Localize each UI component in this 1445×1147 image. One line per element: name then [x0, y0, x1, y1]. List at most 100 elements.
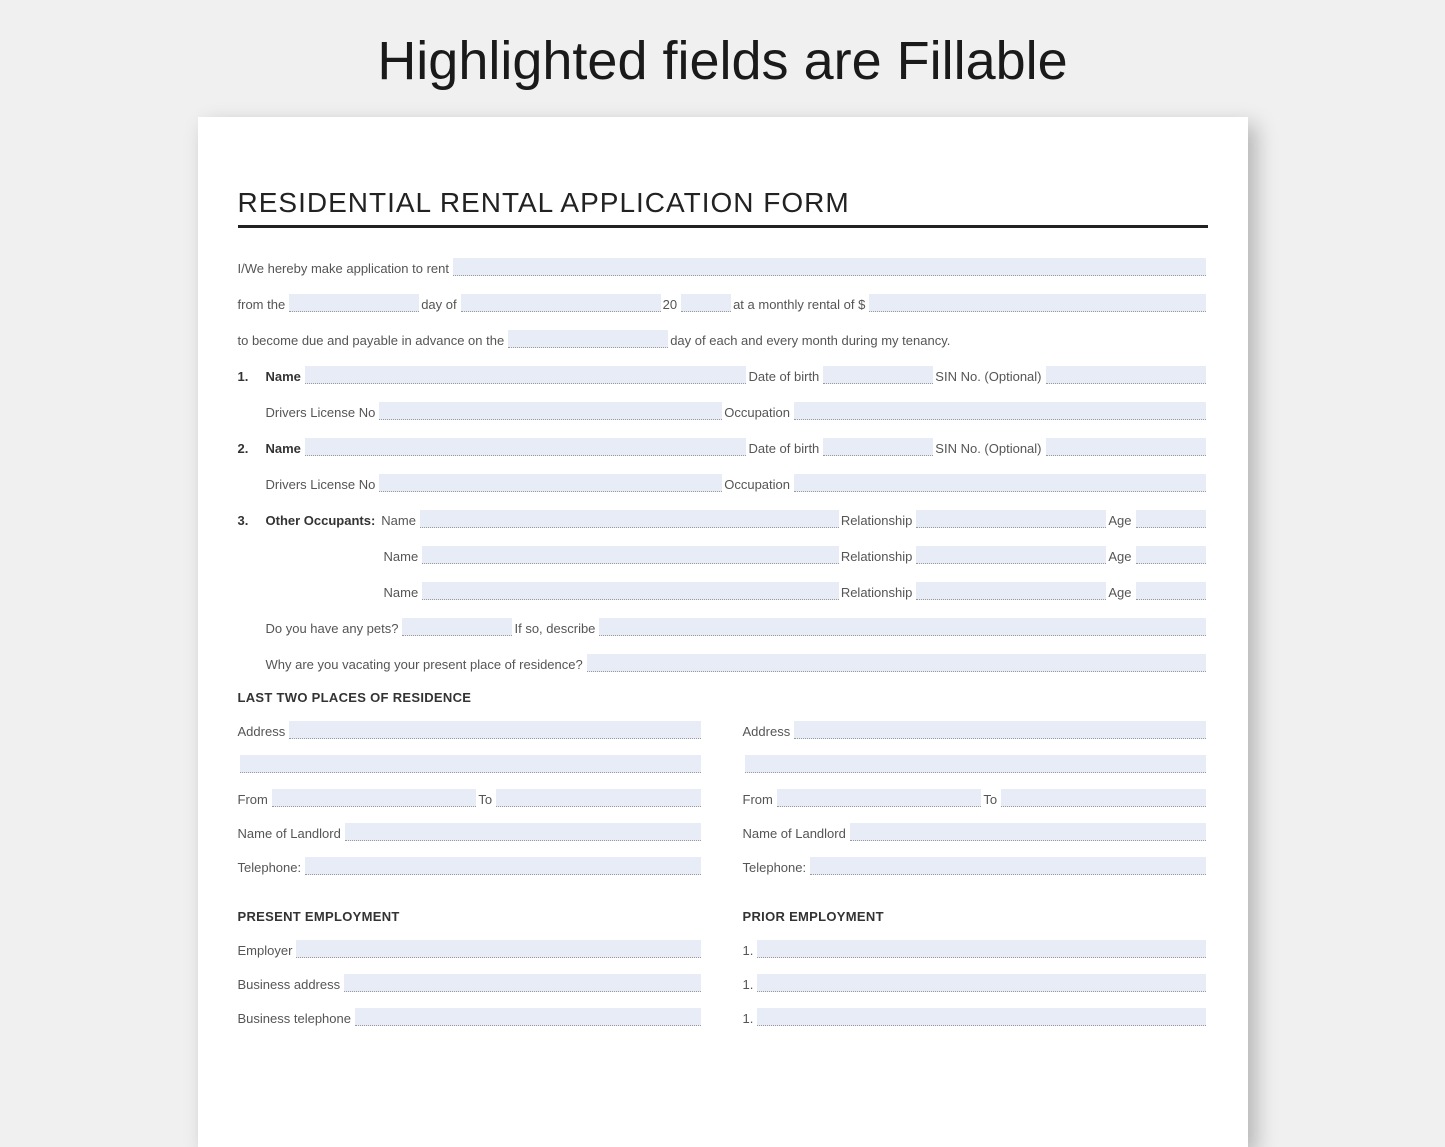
residence-col-2: Address FromTo Name of Landlord Telephon…	[743, 721, 1208, 891]
label-occ2-age: Age	[1108, 549, 1133, 564]
field-rental-amount[interactable]	[869, 294, 1205, 312]
field-month[interactable]	[461, 294, 661, 312]
field-r2-landlord[interactable]	[850, 823, 1206, 841]
person1-line1: 1. Name Date of birth SIN No. (Optional)	[238, 366, 1208, 384]
label-occ1-age: Age	[1108, 513, 1133, 528]
label-application-to-rent: I/We hereby make application to rent	[238, 261, 452, 276]
label-prior-1b: 1.	[743, 977, 756, 992]
field-p1-name[interactable]	[305, 366, 747, 384]
field-emp-baddr[interactable]	[344, 974, 700, 992]
field-p1-sin[interactable]	[1046, 366, 1206, 384]
field-p2-dob[interactable]	[823, 438, 933, 456]
field-p2-dl[interactable]	[379, 474, 722, 492]
label-p1-sin: SIN No. (Optional)	[935, 369, 1043, 384]
field-p1-occ[interactable]	[794, 402, 1206, 420]
occupants-line2: Name Relationship Age	[238, 546, 1208, 564]
field-p2-occ[interactable]	[794, 474, 1206, 492]
field-occ1-age[interactable]	[1136, 510, 1206, 528]
section-present-employment: PRESENT EMPLOYMENT	[238, 909, 703, 924]
label-p2-dl: Drivers License No	[266, 477, 378, 492]
field-from-day[interactable]	[289, 294, 419, 312]
field-occ3-age[interactable]	[1136, 582, 1206, 600]
field-p1-dob[interactable]	[823, 366, 933, 384]
banner-heading: Highlighted fields are Fillable	[0, 0, 1445, 117]
field-occ1-rel[interactable]	[916, 510, 1106, 528]
field-year[interactable]	[681, 294, 731, 312]
intro-line-1: I/We hereby make application to rent	[238, 258, 1208, 276]
person2-line1: 2. Name Date of birth SIN No. (Optional)	[238, 438, 1208, 456]
field-property[interactable]	[453, 258, 1206, 276]
section-residence: LAST TWO PLACES OF RESIDENCE	[238, 690, 1208, 705]
field-r2-addr[interactable]	[794, 721, 1205, 739]
label-occ2-rel: Relationship	[841, 549, 915, 564]
field-prior-1b[interactable]	[757, 974, 1205, 992]
label-occ3-age: Age	[1108, 585, 1133, 600]
label-r1-tel: Telephone:	[238, 860, 304, 875]
label-other-occupants: Other Occupants:	[266, 513, 378, 528]
label-occ3-rel: Relationship	[841, 585, 915, 600]
field-r1-from[interactable]	[272, 789, 476, 807]
residence-columns: Address From To Name of Landlord Telephon…	[238, 721, 1208, 891]
field-occ2-rel[interactable]	[916, 546, 1106, 564]
label-occ2-name: Name	[384, 549, 421, 564]
field-p1-dl[interactable]	[379, 402, 722, 420]
residence-col-1: Address From To Name of Landlord Telephon…	[238, 721, 703, 891]
label-prior-1c: 1.	[743, 1011, 756, 1026]
label-rental-of: at a monthly rental of $	[733, 297, 867, 312]
field-occ2-name[interactable]	[422, 546, 839, 564]
form-title: RESIDENTIAL RENTAL APPLICATION FORM	[238, 187, 1208, 228]
label-p1-occ: Occupation	[724, 405, 792, 420]
intro-line-2: from the day of 20 at a monthly rental o…	[238, 294, 1208, 312]
label-r1-from: From	[238, 792, 270, 807]
section-prior-employment: PRIOR EMPLOYMENT	[743, 909, 1208, 924]
employment-col-present: PRESENT EMPLOYMENT Employer Business add…	[238, 897, 703, 1042]
field-prior-1a[interactable]	[757, 940, 1205, 958]
field-p2-name[interactable]	[305, 438, 747, 456]
field-emp-employer[interactable]	[296, 940, 700, 958]
label-r2-addr: Address	[743, 724, 793, 739]
label-prior-1a: 1.	[743, 943, 756, 958]
field-due-day[interactable]	[508, 330, 668, 348]
field-p2-sin[interactable]	[1046, 438, 1206, 456]
label-each-month: day of each and every month during my te…	[670, 333, 952, 348]
field-r1-landlord[interactable]	[345, 823, 701, 841]
label-emp-employer: Employer	[238, 943, 295, 958]
field-occ1-name[interactable]	[420, 510, 839, 528]
field-pets-desc[interactable]	[599, 618, 1205, 636]
label-emp-baddr: Business address	[238, 977, 343, 992]
field-pets-yn[interactable]	[402, 618, 512, 636]
label-pets: Do you have any pets?	[266, 621, 401, 636]
pets-line: Do you have any pets? If so, describe	[238, 618, 1208, 636]
field-r1-addr[interactable]	[289, 721, 700, 739]
label-r1-landlord: Name of Landlord	[238, 826, 343, 841]
field-occ3-name[interactable]	[422, 582, 839, 600]
num-3: 3.	[238, 513, 266, 528]
field-r1-to[interactable]	[496, 789, 700, 807]
label-occ1-rel: Relationship	[841, 513, 915, 528]
field-r2-tel[interactable]	[810, 857, 1205, 875]
field-occ3-rel[interactable]	[916, 582, 1106, 600]
person1-line2: Drivers License No Occupation	[238, 402, 1208, 420]
vacate-line: Why are you vacating your present place …	[238, 654, 1208, 672]
label-p1-name: Name	[266, 369, 303, 384]
label-r2-to: To	[983, 792, 999, 807]
intro-line-3: to become due and payable in advance on …	[238, 330, 1208, 348]
label-p2-occ: Occupation	[724, 477, 792, 492]
field-vacate[interactable]	[587, 654, 1206, 672]
field-r2-from[interactable]	[777, 789, 981, 807]
field-r2-to[interactable]	[1001, 789, 1205, 807]
field-r1-addr2[interactable]	[240, 755, 701, 773]
field-r2-addr2[interactable]	[745, 755, 1206, 773]
num-2: 2.	[238, 441, 266, 456]
label-pets-desc: If so, describe	[514, 621, 597, 636]
occupants-line1: 3. Other Occupants: Name Relationship Ag…	[238, 510, 1208, 528]
field-r1-tel[interactable]	[305, 857, 700, 875]
label-r1-addr: Address	[238, 724, 288, 739]
field-occ2-age[interactable]	[1136, 546, 1206, 564]
field-prior-1c[interactable]	[757, 1008, 1205, 1026]
num-1: 1.	[238, 369, 266, 384]
field-emp-btel[interactable]	[355, 1008, 701, 1026]
label-r2-from: From	[743, 792, 775, 807]
label-from-the: from the	[238, 297, 288, 312]
label-r1-to: To	[478, 792, 494, 807]
